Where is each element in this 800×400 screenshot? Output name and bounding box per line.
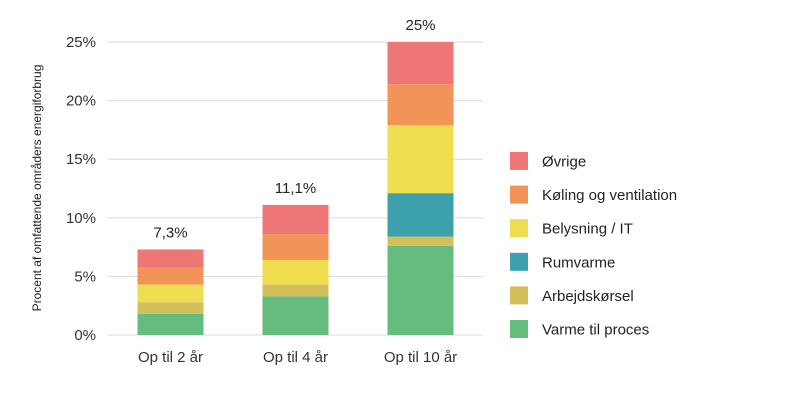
legend-label: Køling og ventilation xyxy=(542,187,677,204)
y-axis-title: Procent af omfattende områders energifor… xyxy=(30,65,44,312)
legend-swatch xyxy=(510,152,528,170)
x-tick-label: Op til 10 år xyxy=(384,349,457,366)
legend-swatch xyxy=(510,320,528,338)
y-tick-label: 20% xyxy=(66,93,96,110)
y-tick-label: 15% xyxy=(66,151,96,168)
bar-segment-2-5 xyxy=(262,234,329,260)
legend-swatch xyxy=(510,185,528,204)
legend-swatch xyxy=(510,286,528,305)
x-tick-label: Op til 2 år xyxy=(138,349,203,366)
bar-segment-1-1 xyxy=(137,313,204,335)
legend-label: Arbejdskørsel xyxy=(542,288,634,305)
bar-segment-3-6 xyxy=(387,42,454,85)
bar-segment-3-2 xyxy=(387,236,454,246)
bar-segment-3-3 xyxy=(387,193,454,237)
bar-segment-1-2 xyxy=(137,302,204,314)
legend-label: Varme til proces xyxy=(542,322,649,339)
bar-segment-2-6 xyxy=(262,204,329,235)
y-tick-label: 5% xyxy=(74,268,96,285)
bar-total-label: 25% xyxy=(405,17,435,34)
y-tick-label: 0% xyxy=(74,327,96,344)
legend-label: Rumvarme xyxy=(542,254,615,271)
bar-segment-3-1 xyxy=(387,245,454,335)
x-axis-tick-labels: Op til 2 år Op til 4 år Op til 10 år xyxy=(138,349,457,366)
y-tick-label: 10% xyxy=(66,210,96,227)
x-tick-label: Op til 4 år xyxy=(263,349,328,366)
bar-segment-2-1 xyxy=(262,296,329,335)
legend-swatch xyxy=(510,219,528,238)
y-axis-tick-labels: 0% 5% 10% 15% 20% 25% xyxy=(66,34,96,344)
bar-total-label: 7,3% xyxy=(153,224,187,241)
y-tick-label: 25% xyxy=(66,34,96,51)
bar-segment-1-4 xyxy=(137,284,204,303)
legend-label: Belysning / IT xyxy=(542,221,633,238)
legend-swatch xyxy=(510,252,528,271)
legend-label: Øvrige xyxy=(542,154,586,171)
legend: Øvrige Køling og ventilation Belysning / I… xyxy=(510,152,677,339)
bar-segment-3-5 xyxy=(387,84,454,126)
bar-segment-2-2 xyxy=(262,284,329,297)
bar-segment-1-6 xyxy=(137,249,204,268)
bar-segment-2-4 xyxy=(262,259,329,285)
bar-segment-3-4 xyxy=(387,125,454,194)
bar-segment-1-5 xyxy=(137,267,204,285)
total-labels: 7,3% 11,1% 25% xyxy=(153,17,435,241)
bars xyxy=(137,42,454,335)
bar-total-label: 11,1% xyxy=(275,180,316,197)
